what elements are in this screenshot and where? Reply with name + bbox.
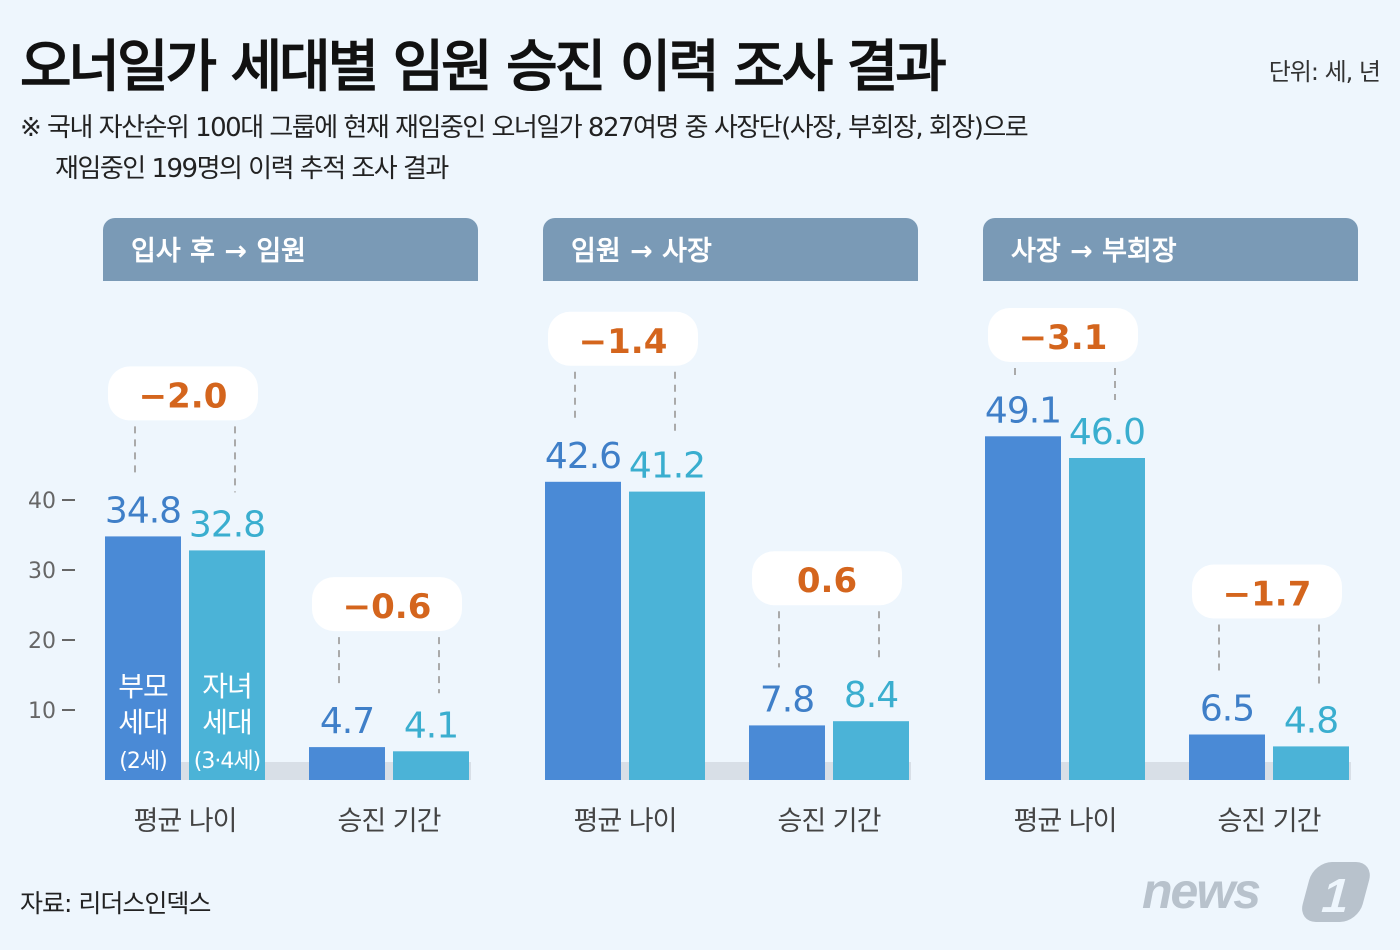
difference-label: −2.0 (139, 376, 228, 416)
bar-parent (309, 747, 385, 780)
panel-title: 사장 → 부회장 (1011, 236, 1177, 267)
category-label: 평균 나이 (134, 806, 237, 837)
series-label-parent: 세대 (118, 706, 168, 739)
bar-value-label: 32.8 (189, 504, 265, 545)
series-label-parent: 부모 (118, 670, 168, 703)
difference-box (548, 311, 698, 366)
bar-value-label: 34.8 (105, 490, 181, 531)
bar-child (189, 550, 265, 780)
note-line-1: ※ 국내 자산순위 100대 그룹에 현재 재임중인 오너일가 827여명 중 … (20, 113, 1029, 143)
difference-label: 0.6 (797, 561, 857, 601)
y-tick-label: 30 (28, 559, 56, 584)
bar-value-label: 4.8 (1284, 700, 1338, 741)
bar-child (833, 721, 909, 780)
category-label: 승진 기간 (778, 806, 881, 837)
bar-parent (545, 481, 621, 780)
difference-box (312, 577, 462, 632)
category-label: 평균 나이 (574, 806, 677, 837)
series-label-parent: (2세) (119, 749, 166, 774)
panel-header-base (103, 250, 478, 281)
bar-value-label: 4.7 (320, 701, 374, 742)
bar-value-label: 6.5 (1200, 689, 1254, 730)
series-label-child: 자녀 (202, 670, 252, 703)
bar-value-label: 8.4 (844, 675, 898, 716)
panel-header-base (543, 250, 918, 281)
bar-parent (105, 536, 181, 780)
bar-value-label: 41.2 (629, 446, 705, 487)
difference-box (108, 366, 258, 421)
category-label: 승진 기간 (338, 806, 441, 837)
panel-header-base (983, 250, 1358, 281)
panel-title: 입사 후 → 임원 (131, 236, 306, 267)
panel-title: 임원 → 사장 (571, 236, 712, 267)
bar-child (393, 751, 469, 780)
series-label-child: 세대 (202, 706, 252, 739)
series-label-child: (3·4세) (194, 749, 260, 774)
bar-child (1069, 458, 1145, 780)
difference-box (752, 551, 902, 606)
bar-value-label: 42.6 (545, 436, 621, 477)
category-label: 승진 기간 (1218, 806, 1321, 837)
difference-label: −0.6 (343, 587, 432, 627)
difference-label: −3.1 (1019, 318, 1108, 358)
bar-value-label: 49.1 (985, 390, 1061, 431)
bar-parent (985, 436, 1061, 780)
y-tick-label: 10 (28, 699, 56, 724)
bar-value-label: 46.0 (1069, 412, 1145, 453)
page-title: 오너일가 세대별 임원 승진 이력 조사 결과 (20, 35, 947, 100)
y-tick-label: 20 (28, 629, 56, 654)
difference-label: −1.4 (579, 322, 668, 362)
news1-logo: news 1 (1142, 862, 1370, 923)
bar-child (1273, 746, 1349, 780)
bar-parent (749, 725, 825, 780)
category-label: 평균 나이 (1014, 806, 1117, 837)
svg-text:news: news (1142, 863, 1260, 919)
y-tick-label: 40 (28, 489, 56, 514)
difference-label: −1.7 (1223, 575, 1312, 615)
note-line-2: 재임중인 199명의 이력 추적 조사 결과 (55, 154, 449, 184)
bar-child (629, 491, 705, 780)
difference-box (988, 308, 1138, 362)
source-label: 자료: 리더스인덱스 (20, 889, 211, 918)
bar-value-label: 4.1 (404, 705, 458, 746)
unit-label: 단위: 세, 년 (1268, 58, 1381, 86)
bar-value-label: 7.8 (760, 679, 814, 720)
bar-parent (1189, 734, 1265, 780)
difference-box (1192, 564, 1342, 619)
